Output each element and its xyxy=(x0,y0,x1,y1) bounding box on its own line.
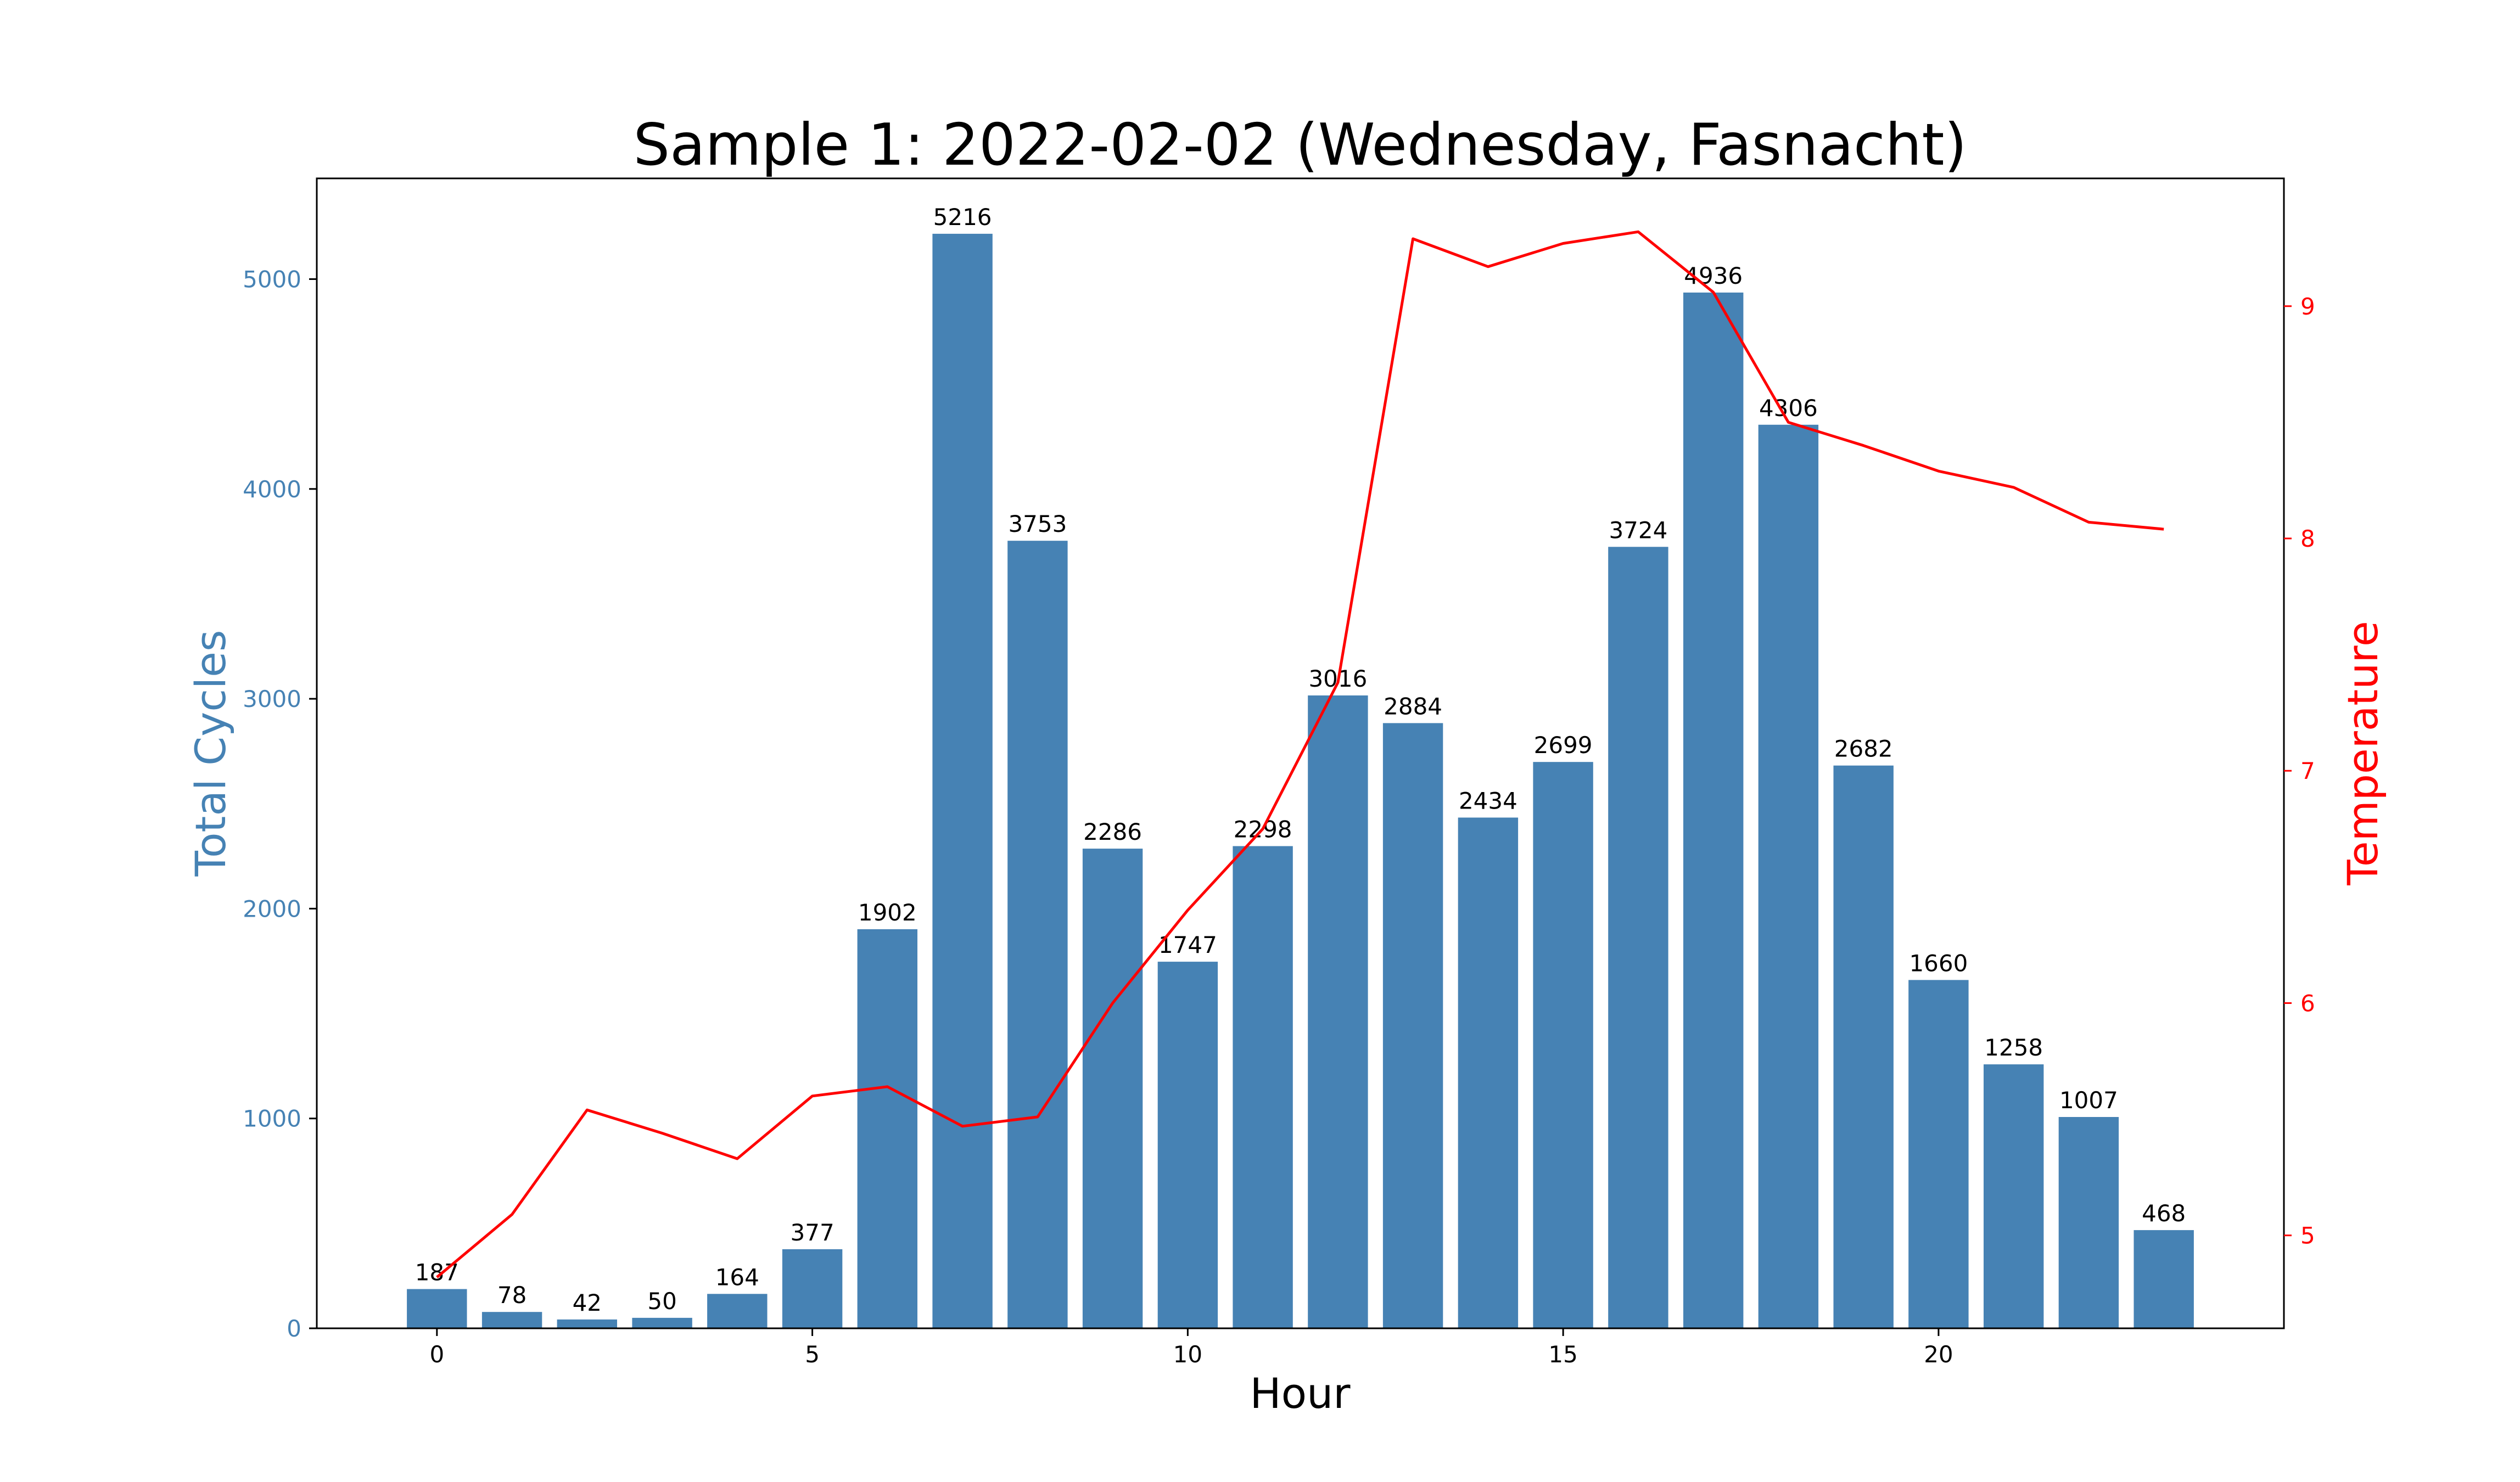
bar-value-label: 50 xyxy=(647,1288,676,1315)
bar-value-label: 78 xyxy=(497,1282,527,1309)
y-tick-label-right: 9 xyxy=(2300,293,2315,320)
bar-value-label: 1660 xyxy=(1909,950,1968,976)
temperature-line xyxy=(436,230,2164,1278)
y-tick-label-right: 7 xyxy=(2300,757,2315,784)
bar-value-label: 164 xyxy=(715,1264,759,1290)
bar xyxy=(1683,293,1744,1328)
plot-frame xyxy=(316,177,2285,1329)
bar xyxy=(2058,1117,2119,1328)
y-axis-left: 0 1000 2000 3000 4000 5000 xyxy=(243,266,317,1342)
chart-title: Sample 1: 2022-02-02 (Wednesday, Fasnach… xyxy=(634,111,1967,178)
bar-value-label: 377 xyxy=(791,1219,835,1246)
y-axis-right: 5 6 7 8 9 xyxy=(2284,293,2315,1249)
bar xyxy=(1984,1064,2044,1328)
bar xyxy=(782,1249,843,1328)
x-tick-label: 0 xyxy=(429,1341,444,1368)
bar-value-label: 5216 xyxy=(933,204,992,231)
bar-value-label: 4306 xyxy=(1759,395,1818,422)
temperature-line-group xyxy=(436,230,2164,1278)
y-tick-label-right: 8 xyxy=(2300,525,2315,552)
y-tick-label-left: 3000 xyxy=(243,686,301,712)
bar xyxy=(1458,817,1519,1328)
bar-value-label: 468 xyxy=(2142,1200,2186,1227)
bar xyxy=(632,1317,692,1328)
bar xyxy=(1233,846,1293,1328)
x-tick-label: 15 xyxy=(1548,1341,1577,1368)
bar-value-label: 42 xyxy=(573,1289,602,1316)
y-tick-label-right: 6 xyxy=(2300,990,2315,1017)
x-axis: 0 5 10 15 20 xyxy=(429,1328,1953,1368)
y-tick-label-left: 4000 xyxy=(243,476,301,503)
bar-value-label: 2682 xyxy=(1834,736,1893,762)
bar xyxy=(1833,765,1894,1328)
x-tick-label: 5 xyxy=(805,1341,820,1368)
bar-value-label: 3753 xyxy=(1008,510,1067,537)
x-tick-label: 20 xyxy=(1924,1341,1953,1368)
y-tick-label-right: 5 xyxy=(2300,1222,2315,1249)
y-tick-label-left: 1000 xyxy=(243,1105,301,1132)
bar xyxy=(857,929,917,1328)
bar-value-label: 2286 xyxy=(1083,818,1142,845)
bar-value-label: 2884 xyxy=(1384,693,1442,720)
x-axis-label: Hour xyxy=(1250,1369,1351,1418)
bar-value-label: 2434 xyxy=(1459,788,1517,815)
bar-value-label: 2699 xyxy=(1534,732,1593,759)
bar xyxy=(1308,695,1368,1328)
y-tick-label-left: 0 xyxy=(287,1315,301,1342)
bar xyxy=(1082,849,1143,1328)
y-tick-label-left: 2000 xyxy=(243,895,301,922)
bar xyxy=(932,233,993,1328)
bar-value-label: 1007 xyxy=(2059,1087,2118,1114)
x-tick-label: 10 xyxy=(1173,1341,1202,1368)
bar xyxy=(2133,1230,2194,1328)
bar xyxy=(407,1289,467,1328)
bar xyxy=(1608,547,1668,1328)
bar xyxy=(1758,424,1819,1328)
bar-value-label: 1902 xyxy=(858,899,917,926)
bar xyxy=(481,1312,542,1328)
bar xyxy=(557,1319,617,1328)
y-axis-label-left: Total Cycles xyxy=(186,630,235,877)
y-axis-label-right: Temperature xyxy=(2338,621,2387,885)
bar xyxy=(1382,723,1443,1328)
bar xyxy=(707,1294,768,1328)
bar-value-label: 3724 xyxy=(1609,517,1667,543)
bar xyxy=(1908,980,1969,1328)
bar xyxy=(1533,762,1593,1328)
bar-value-label: 1258 xyxy=(1984,1034,2043,1061)
bar xyxy=(1007,541,1068,1329)
bar xyxy=(1157,962,1218,1328)
bars xyxy=(407,233,2194,1329)
y-tick-label-left: 5000 xyxy=(243,266,301,293)
